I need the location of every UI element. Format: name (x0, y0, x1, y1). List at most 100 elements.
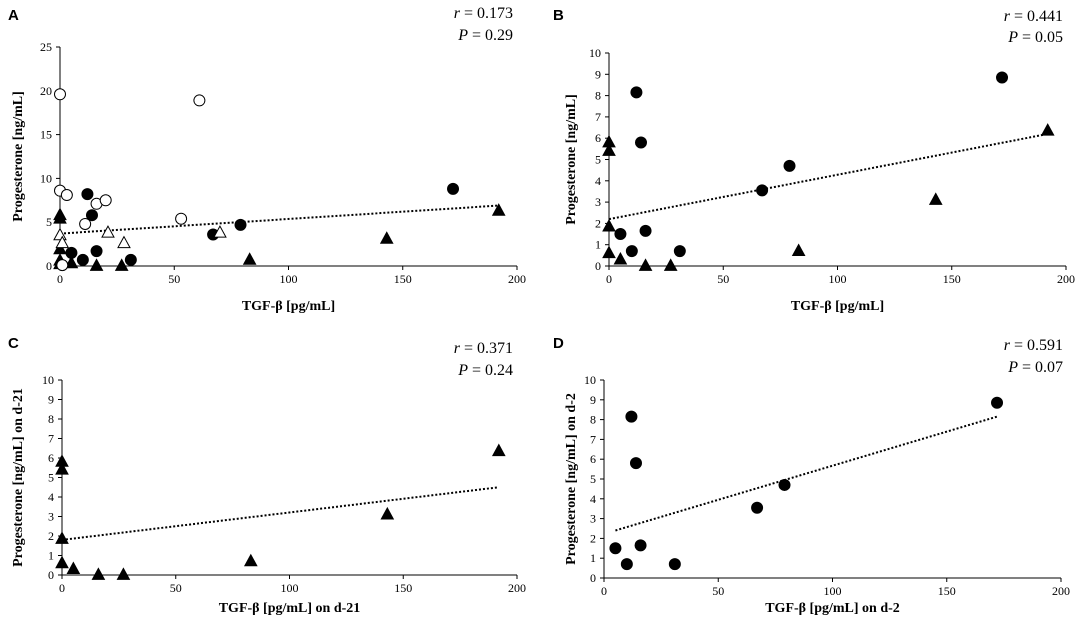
circle-open-point (56, 259, 69, 272)
correlation-r: r = 0.371 (454, 340, 513, 357)
triangle-filled-point (53, 211, 67, 224)
circle-filled-point (90, 245, 103, 258)
y-tick-label: 0 (46, 259, 52, 273)
x-tick-label: 0 (606, 272, 612, 286)
triangle-filled-point (242, 252, 257, 265)
p-symbol: P (457, 27, 468, 44)
triangle-filled-point (638, 258, 653, 271)
r-value: = 0.441 (1010, 8, 1063, 25)
x-tick-label: 150 (943, 272, 961, 286)
y-tick-label: 3 (595, 195, 601, 209)
correlation-r: r = 0.441 (1004, 8, 1063, 25)
circle-filled-point (124, 253, 137, 266)
r-symbol: r (1004, 337, 1011, 354)
circle-filled-point (614, 228, 627, 241)
p-symbol: P (1007, 29, 1018, 46)
y-axis-title: Progesterone [ng/mL] (564, 94, 579, 225)
circle-filled-point (447, 182, 460, 195)
x-tick-label: 200 (1052, 584, 1070, 598)
panel-letter: A (8, 7, 19, 24)
r-value: = 0.173 (460, 5, 513, 22)
triangle-filled-point (602, 218, 616, 232)
x-tick-label: 100 (280, 272, 298, 286)
x-tick-label: 0 (57, 272, 63, 286)
trend-line (608, 132, 1048, 221)
triangle-filled-point (602, 245, 616, 259)
x-axis-title: TGF-β [pg/mL] on d-2 (765, 601, 900, 616)
triangle-open-point (213, 225, 227, 238)
circle-filled-point (639, 224, 652, 237)
x-tick-label: 100 (824, 584, 842, 598)
y-tick-label: 7 (595, 110, 601, 124)
circle-open-point (175, 212, 188, 225)
triangle-filled-point (380, 506, 395, 520)
x-tick-label: 150 (938, 584, 956, 598)
x-tick-label: 150 (394, 272, 412, 286)
r-symbol: r (454, 5, 461, 22)
x-tick-label: 0 (601, 584, 607, 598)
p-symbol: P (457, 362, 468, 379)
x-tick-label: 200 (508, 581, 526, 595)
triangle-filled-point (64, 255, 79, 269)
trend-line (59, 204, 499, 235)
y-tick-label: 6 (590, 452, 596, 466)
triangle-filled-point (379, 231, 394, 244)
triangle-filled-point (602, 143, 616, 156)
trend-line (61, 486, 499, 541)
y-tick-label: 0 (595, 259, 601, 273)
circle-open-point (60, 189, 73, 202)
p-value: P = 0.24 (457, 362, 513, 379)
y-tick-label: 2 (590, 531, 596, 545)
x-tick-label: 50 (712, 584, 724, 598)
p-value: P = 0.05 (1007, 29, 1063, 46)
circle-open-point (79, 217, 92, 230)
r-symbol: r (1004, 8, 1011, 25)
triangle-filled-point (66, 561, 81, 575)
triangle-filled-point (613, 251, 628, 265)
circle-filled-point (76, 253, 89, 266)
circle-filled-point (630, 86, 643, 99)
circle-filled-point (620, 558, 633, 571)
triangle-filled-point (55, 531, 69, 544)
triangle-filled-point (491, 203, 506, 216)
panel-letter: C (8, 335, 19, 352)
circle-open-point (54, 88, 66, 101)
circle-filled-point (778, 478, 791, 491)
correlation-r: r = 0.173 (454, 5, 513, 22)
circle-filled-point (625, 410, 638, 423)
circle-filled-point (668, 558, 681, 571)
p-number: = 0.24 (468, 362, 513, 379)
x-tick-label: 200 (1057, 272, 1075, 286)
triangle-filled-point (89, 258, 104, 271)
y-tick-label: 1 (595, 238, 601, 252)
circle-filled-point (81, 188, 94, 201)
p-symbol: P (1007, 359, 1018, 376)
r-value: = 0.371 (460, 340, 513, 357)
circle-filled-point (783, 159, 796, 172)
y-tick-label: 2 (595, 216, 601, 230)
y-tick-label: 20 (40, 84, 52, 98)
triangle-filled-point (116, 567, 131, 580)
y-tick-label: 10 (584, 373, 596, 387)
x-tick-label: 50 (170, 581, 182, 595)
y-tick-label: 5 (46, 215, 52, 229)
x-tick-label: 100 (829, 272, 847, 286)
circle-filled-point (609, 542, 622, 555)
y-tick-label: 2 (48, 529, 54, 543)
p-number: = 0.05 (1018, 29, 1063, 46)
x-tick-label: 0 (59, 581, 65, 595)
r-symbol: r (454, 340, 461, 357)
p-number: = 0.29 (468, 27, 513, 44)
triangle-open-point (55, 235, 70, 249)
y-tick-label: 0 (590, 571, 596, 585)
y-tick-label: 5 (590, 472, 596, 486)
y-tick-label: 3 (48, 510, 54, 524)
y-tick-label: 9 (595, 67, 601, 81)
x-axis-title: TGF-β [pg/mL] on d-21 (219, 601, 361, 616)
triangle-filled-point (1040, 123, 1055, 136)
y-tick-label: 1 (48, 549, 54, 563)
circle-filled-point (673, 245, 686, 258)
